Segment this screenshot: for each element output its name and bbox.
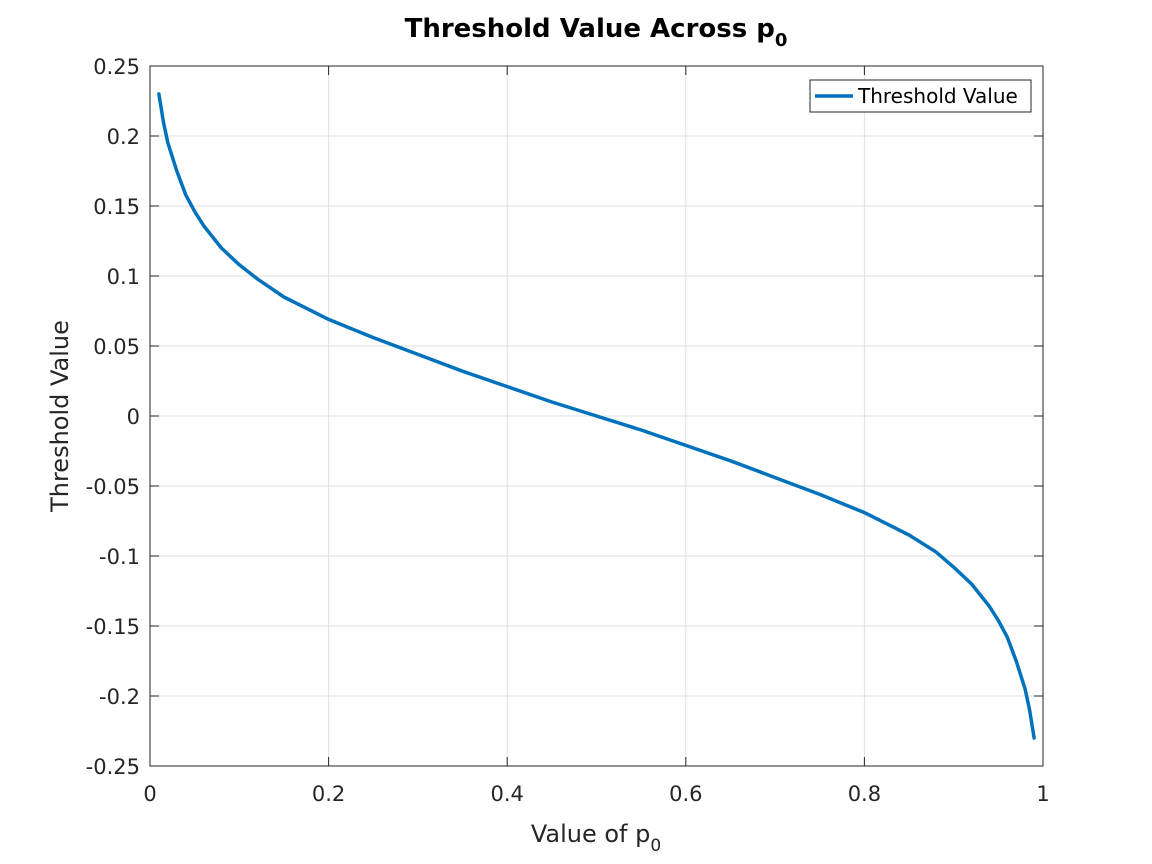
y-tick-label: 0.15 xyxy=(93,195,140,219)
x-tick-labels: 0 0.2 0.4 0.6 0.8 1 xyxy=(143,782,1049,806)
tick-marks xyxy=(149,65,1044,767)
legend-label: Threshold Value xyxy=(857,84,1018,108)
x-tick-label: 0.4 xyxy=(490,782,523,806)
x-axis-label-subscript: 0 xyxy=(650,836,661,856)
y-tick-label: 0 xyxy=(127,405,140,429)
x-tick-label: 0.2 xyxy=(312,782,345,806)
y-tick-label: 0.2 xyxy=(107,125,140,149)
x-tick-label: 0.8 xyxy=(848,782,881,806)
y-tick-label: -0.25 xyxy=(86,755,140,779)
x-axis-label: Value of p0 xyxy=(531,820,661,856)
y-tick-label: -0.1 xyxy=(99,545,140,569)
legend: Threshold Value xyxy=(809,79,1032,113)
y-tick-label: 0.25 xyxy=(93,55,140,79)
x-tick-label: 0.6 xyxy=(669,782,702,806)
chart-title: Threshold Value Across p0 xyxy=(405,14,788,51)
y-tick-labels: -0.25 -0.2 -0.15 -0.1 -0.05 0 0.05 0.1 0.15 0.2 0.… xyxy=(86,55,140,779)
x-tick-label: 1 xyxy=(1036,782,1049,806)
x-tick-label: 0 xyxy=(143,782,156,806)
x-axis-label-text: Value of p xyxy=(531,820,651,848)
chart-title-subscript: 0 xyxy=(775,30,788,51)
y-tick-label: -0.05 xyxy=(86,475,140,499)
y-tick-label: 0.05 xyxy=(93,335,140,359)
y-axis-label: Threshold Value xyxy=(46,320,74,513)
y-tick-label: -0.15 xyxy=(86,615,140,639)
chart-title-text: Threshold Value Across p xyxy=(405,14,775,44)
series-line-threshold-value xyxy=(157,92,1036,740)
series-layer xyxy=(157,92,1036,740)
y-tick-label: -0.2 xyxy=(99,685,140,709)
y-tick-label: 0.1 xyxy=(107,265,140,289)
